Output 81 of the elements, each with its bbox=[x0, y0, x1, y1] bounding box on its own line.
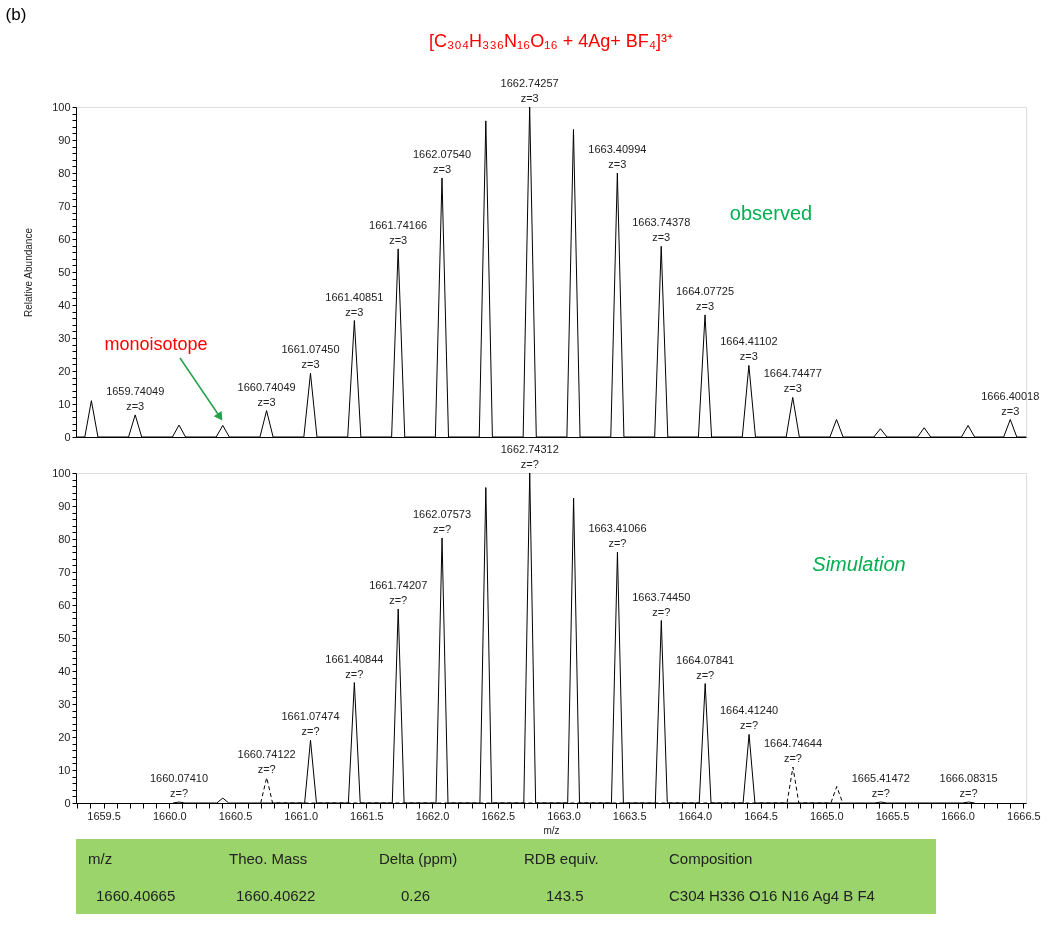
annotation: Simulation bbox=[812, 553, 906, 575]
y-tick-label: 0 bbox=[64, 430, 71, 443]
annotation: 1666.08315 z=? bbox=[939, 772, 998, 800]
chart-title: [C₃₀₄H₃₃₆N₁₆O₁₆ + 4Ag+ BF₄]³⁺ bbox=[428, 31, 674, 51]
annotation: 1663.41066 z=? bbox=[588, 522, 647, 550]
y-tick-label: 50 bbox=[58, 631, 71, 644]
annotation: 1664.74477 z=3 bbox=[763, 367, 822, 395]
y-tick-label: 30 bbox=[58, 697, 71, 710]
text: 1660.40622 bbox=[236, 887, 316, 904]
y-tick-label: 60 bbox=[58, 232, 71, 245]
y-tick-label: 40 bbox=[58, 664, 71, 677]
annotation: 1659.74049 z=3 bbox=[106, 384, 165, 412]
x-tick-label: 1661.5 bbox=[350, 809, 384, 822]
annotation: 1662.07540 z=3 bbox=[412, 147, 472, 175]
text: C304 H336 O16 N16 Ag4 B F4 bbox=[669, 887, 875, 904]
annotation: 1661.74207 z=? bbox=[369, 578, 428, 606]
annotation: 1661.07474 z=? bbox=[281, 710, 340, 738]
text: Theo. Mass bbox=[229, 850, 308, 867]
y-tick-label: 100 bbox=[52, 100, 71, 113]
annotation: 1662.07573 z=? bbox=[412, 508, 472, 536]
annotation: 1666.40018 z=3 bbox=[981, 389, 1040, 417]
y-tick-label: 40 bbox=[58, 298, 71, 311]
y-tick-label: 60 bbox=[58, 598, 71, 611]
y-axis-title: Relative Abundance bbox=[23, 227, 35, 317]
x-tick-label: 1665.0 bbox=[809, 809, 844, 822]
x-tick-label: 1665.5 bbox=[875, 809, 910, 822]
text: 1660.40665 bbox=[96, 887, 176, 904]
annotation: 1664.07841 z=? bbox=[676, 653, 735, 681]
annotation: 1663.74378 z=3 bbox=[632, 216, 691, 244]
text: m/z bbox=[88, 850, 113, 867]
annotation: 1665.41472 z=? bbox=[851, 772, 910, 800]
y-tick-label: 70 bbox=[58, 565, 71, 578]
annotation: 1661.74166 z=3 bbox=[369, 218, 428, 246]
y-tick-label: 100 bbox=[52, 466, 71, 479]
x-tick-label: 1666.0 bbox=[941, 809, 975, 822]
text: Delta (ppm) bbox=[379, 850, 458, 867]
annotation: 1664.41102 z=3 bbox=[720, 335, 778, 363]
y-tick-label: 80 bbox=[58, 166, 71, 179]
annotation: 1662.74312 z=? bbox=[500, 443, 559, 470]
annotation: 1661.40844 z=? bbox=[325, 652, 384, 680]
text: RDB equiv. bbox=[524, 850, 599, 867]
annotation: 1660.74122 z=? bbox=[237, 747, 296, 775]
y-tick-label: 20 bbox=[58, 730, 71, 743]
x-tick-label: 1659.5 bbox=[87, 809, 121, 822]
y-tick-label: 10 bbox=[58, 763, 71, 776]
text: Composition bbox=[669, 850, 753, 867]
x-axis-title: m/z bbox=[543, 824, 560, 836]
y-tick-label: 10 bbox=[58, 397, 71, 410]
y-tick-label: 90 bbox=[58, 133, 71, 146]
x-tick-label: 1662.5 bbox=[481, 809, 516, 822]
annotation: 1660.07410 z=? bbox=[149, 772, 209, 800]
text: (b) bbox=[5, 5, 27, 24]
x-tick-label: 1660.0 bbox=[152, 809, 187, 822]
annotation: monoisotope bbox=[104, 334, 208, 354]
annotation: 1664.74644 z=? bbox=[763, 737, 823, 765]
x-tick-label: 1663.0 bbox=[547, 809, 581, 822]
y-tick-label: 20 bbox=[58, 364, 71, 377]
annotation: 1662.74257 z=3 bbox=[500, 77, 559, 104]
annotation: 1663.40994 z=3 bbox=[588, 143, 647, 170]
x-tick-label: 1664.5 bbox=[744, 809, 778, 822]
y-tick-label: 50 bbox=[58, 265, 71, 278]
text: 143.5 bbox=[546, 887, 584, 904]
x-tick-label: 1664.0 bbox=[678, 809, 713, 822]
x-tick-label: 1660.5 bbox=[218, 809, 253, 822]
annotation: 1663.74450 z=? bbox=[632, 590, 691, 618]
annotation: 1661.40851 z=3 bbox=[325, 290, 384, 318]
annotation: 1664.07725 z=3 bbox=[675, 284, 735, 312]
annotation: 1660.74049 z=3 bbox=[237, 380, 296, 408]
x-tick-label: 1661.0 bbox=[284, 809, 319, 822]
y-tick-label: 90 bbox=[58, 499, 71, 512]
y-tick-label: 0 bbox=[64, 796, 71, 809]
y-tick-label: 70 bbox=[58, 199, 71, 212]
text: 0.26 bbox=[401, 887, 431, 904]
annotation: 1661.07450 z=3 bbox=[281, 343, 340, 371]
annotation: 1664.41240 z=? bbox=[720, 704, 779, 732]
x-tick-label: 1662.0 bbox=[415, 809, 450, 822]
x-tick-label: 1666.5 bbox=[1007, 809, 1041, 822]
y-tick-label: 80 bbox=[58, 532, 71, 545]
y-tick-label: 30 bbox=[58, 331, 71, 344]
annotation: observed bbox=[729, 202, 813, 224]
x-tick-label: 1663.5 bbox=[612, 809, 647, 822]
